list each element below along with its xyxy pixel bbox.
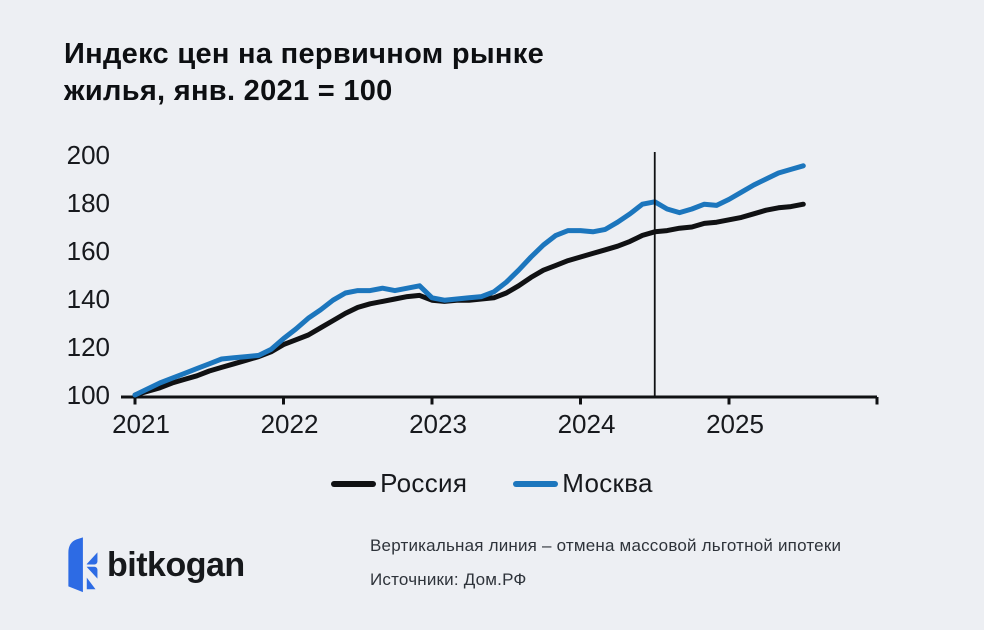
- legend-item-moscow: Москва: [513, 468, 653, 499]
- bitkogan-logo-text: bitkogan: [107, 545, 245, 584]
- y-axis-tick-label: 200: [67, 140, 110, 170]
- vline-explanation-note: Вертикальная линия – отмена массовой льг…: [370, 536, 842, 555]
- russia-line-swatch: [331, 480, 377, 487]
- x-axis-tick-label: 2021: [112, 409, 170, 439]
- y-axis-tick-label: 120: [67, 332, 110, 362]
- legend-label-moscow: Москва: [562, 468, 653, 498]
- y-axis-tick-label: 160: [67, 236, 110, 266]
- legend-item-russia: Россия: [331, 468, 467, 499]
- chart-legend: Россия Москва: [0, 468, 984, 499]
- footer: bitkogan Вертикальная линия – отмена мас…: [0, 528, 984, 618]
- chart-title-line2: жилья, янв. 2021 = 100: [64, 75, 393, 107]
- x-axis-tick-label: 2025: [706, 409, 764, 439]
- x-axis: [121, 395, 879, 405]
- chart-title: Индекс цен на первичном рынке жилья, янв…: [64, 36, 824, 110]
- series-line-moscow: [132, 163, 806, 398]
- source-note: Источники: Дом.РФ: [370, 570, 527, 589]
- moscow-line-swatch: [513, 480, 559, 487]
- footnotes: Вертикальная линия – отмена массовой льг…: [370, 536, 841, 604]
- bitkogan-logo: bitkogan: [62, 534, 245, 596]
- x-axis-tick-label: 2024: [558, 409, 616, 439]
- x-axis-tick-label: 2023: [409, 409, 467, 439]
- bitkogan-logo-icon: [68, 537, 98, 593]
- chart-title-line1: Индекс цен на первичном рынке: [64, 38, 544, 70]
- y-axis-tick-label: 100: [67, 380, 110, 410]
- x-axis-tick-label: 2022: [261, 409, 319, 439]
- y-axis-tick-label: 140: [67, 284, 110, 314]
- y-axis-tick-label: 180: [67, 188, 110, 218]
- legend-label-russia: Россия: [380, 468, 468, 498]
